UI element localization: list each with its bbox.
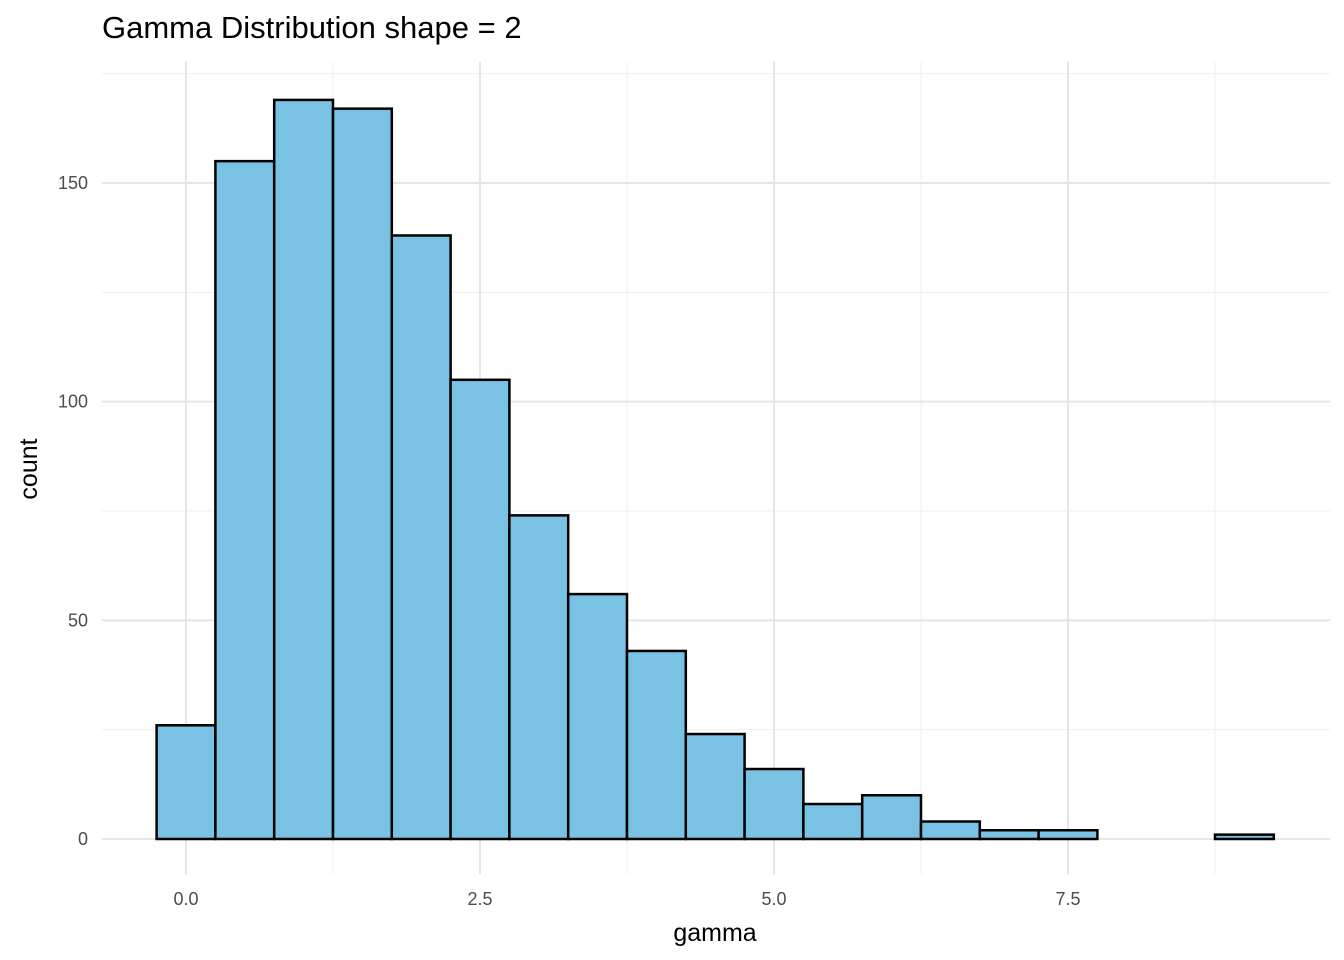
bars-layer <box>155 98 1276 841</box>
histogram-bar <box>802 802 864 841</box>
x-tick-label: 7.5 <box>1055 889 1080 909</box>
histogram-bar <box>978 829 1040 841</box>
histogram-bar <box>1037 829 1099 841</box>
histogram-bar <box>566 592 629 841</box>
y-axis-title: count <box>15 438 43 499</box>
histogram-bar <box>214 159 276 841</box>
histogram-bar <box>1213 833 1276 841</box>
y-tick-label: 0 <box>78 829 88 849</box>
histogram-bar <box>743 767 805 841</box>
y-tick-label: 50 <box>68 610 88 630</box>
histogram-bar <box>390 234 452 841</box>
histogram-bar <box>449 378 511 841</box>
histogram-bar <box>508 514 570 841</box>
x-axis-title: gamma <box>673 919 756 947</box>
histogram-bar <box>272 98 335 841</box>
y-tick-labels: 0 50 100 150 <box>58 173 88 849</box>
histogram-bar <box>684 732 746 841</box>
chart-title: Gamma Distribution shape = 2 <box>102 10 522 45</box>
histogram-bar <box>625 649 688 841</box>
histogram-bar <box>860 794 923 841</box>
histogram-bar <box>331 107 394 841</box>
x-tick-label: 0.0 <box>173 889 198 909</box>
x-tick-label: 2.5 <box>467 889 492 909</box>
x-tick-label: 5.0 <box>761 889 786 909</box>
histogram-bar <box>155 724 217 841</box>
x-tick-labels: 0.0 2.5 5.0 7.5 <box>173 889 1080 909</box>
y-tick-label: 100 <box>58 392 88 412</box>
y-tick-label: 150 <box>58 173 88 193</box>
histogram-bar <box>919 820 982 841</box>
